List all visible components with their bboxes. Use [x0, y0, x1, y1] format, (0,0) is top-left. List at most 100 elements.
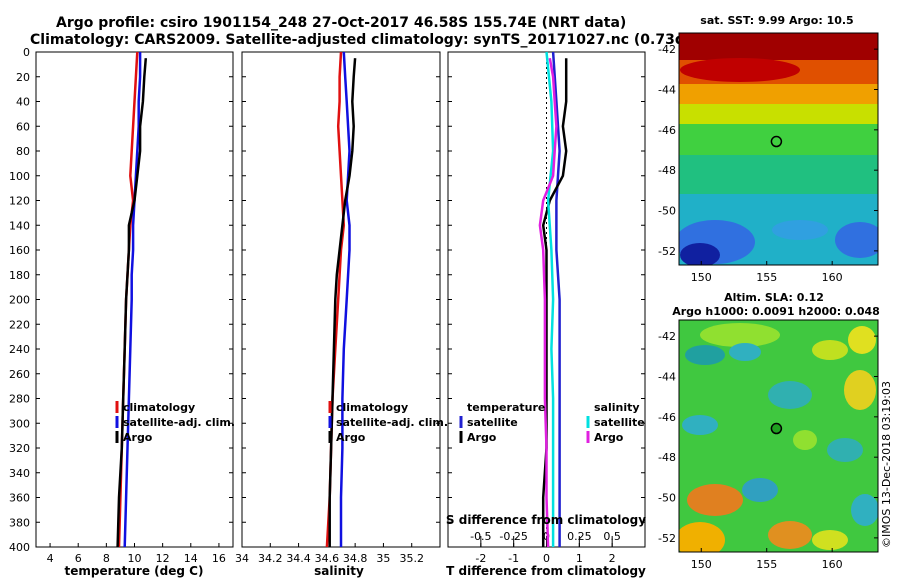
x-tick-label: 6 — [75, 552, 82, 565]
series-line-satellite-adj-clim- — [339, 51, 351, 547]
depth-tick-label: 180 — [9, 269, 30, 282]
sst-cold-patch-3 — [835, 222, 878, 258]
depth-tick-label: 100 — [9, 170, 30, 183]
legend-temperature-heading: temperature — [467, 401, 545, 414]
salinity-x-axis: 34 34.2 34.4 34.6 34.8 35 35.2 — [235, 543, 424, 565]
map-y-tick-label: -42 — [658, 330, 676, 343]
sst-band-green — [679, 124, 878, 156]
sst-map-frame — [678, 32, 879, 266]
series-line-salinity-satellite — [545, 51, 555, 547]
top-tick-label: -0.5 — [470, 530, 491, 543]
top-tick-label: 0 — [543, 530, 550, 543]
legend-sal-satellite-label: satellite — [594, 416, 645, 429]
sla-patch — [844, 370, 876, 410]
depth-tick-label: 380 — [9, 516, 30, 529]
depth-tick-label: 200 — [9, 294, 30, 307]
sst-heatmap — [679, 33, 878, 265]
sla-map-title: Altim. SLA: 0.12 — [724, 291, 824, 304]
sst-cold-patch-2 — [680, 243, 720, 265]
depth-tick-label: 280 — [9, 393, 30, 406]
sla-patch — [768, 381, 812, 409]
x-tick-label: 34.8 — [343, 552, 368, 565]
series-line-salinity-argo — [538, 57, 558, 548]
salinity-legend: climatology satellite-adj. clim. Argo — [328, 401, 448, 444]
x-tick-label: 2 — [609, 552, 616, 565]
depth-axis: 0 20 40 60 80 100 120 140 160 180 200 220 240 260 280 3… — [9, 46, 645, 554]
map-y-tick-label: -52 — [658, 245, 676, 258]
sla-patch — [679, 522, 725, 552]
temperature-series — [116, 51, 148, 548]
top-tick-label: 0.25 — [567, 530, 592, 543]
series-line-satellite-adj-clim- — [123, 52, 142, 548]
map-y-tick-label: -50 — [658, 492, 676, 505]
legend-salinity-heading: salinity — [594, 401, 640, 414]
x-tick-label: 10 — [128, 552, 142, 565]
map-x-tick-label: 155 — [756, 558, 777, 571]
series-line-argo — [328, 58, 357, 547]
depth-tick-label: 60 — [16, 120, 30, 133]
map-y-tick-label: -50 — [658, 205, 676, 218]
x-tick-label: 12 — [156, 552, 170, 565]
x-tick-label: 35 — [376, 552, 390, 565]
difference-legend: temperature satellite Argo salinity sate… — [459, 401, 645, 444]
depth-tick-label: 240 — [9, 343, 30, 356]
map-y-tick-label: -42 — [658, 43, 676, 56]
sla-heatmap — [679, 320, 878, 552]
depth-tick-label: 300 — [9, 417, 30, 430]
sla-map-frame — [678, 319, 879, 553]
legend-argo-label: Argo — [336, 431, 366, 444]
x-tick-label: 1 — [576, 552, 583, 565]
sla-patch — [682, 415, 718, 435]
depth-tick-label: 120 — [9, 195, 30, 208]
series-line-climatology — [117, 51, 139, 548]
sst-argo-marker — [770, 135, 783, 148]
x-tick-label: -2 — [475, 552, 486, 565]
sla-axes: 150 155 160 -42 -44 -46 -48 -50 -52 — [658, 330, 878, 571]
map-x-tick-label: 150 — [691, 558, 712, 571]
map-y-tick-label: -52 — [658, 532, 676, 545]
depth-tick-label: 400 — [9, 541, 30, 554]
map-x-tick-label: 160 — [822, 558, 843, 571]
figure-title-line1: Argo profile: csiro 1901154_248 27-Oct-2… — [56, 15, 626, 31]
depth-tick-label: 340 — [9, 467, 30, 480]
sla-patch — [827, 438, 863, 462]
sla-patch — [687, 484, 743, 516]
sst-warm-patch — [680, 58, 800, 82]
x-tick-label: 14 — [184, 552, 198, 565]
depth-tick-label: 320 — [9, 442, 30, 455]
depth-tick-label: 20 — [16, 71, 30, 84]
map-x-tick-label: 150 — [691, 271, 712, 284]
top-tick-label: 0.5 — [603, 530, 621, 543]
depth-tick-label: 260 — [9, 368, 30, 381]
sst-band-yellow — [679, 104, 878, 126]
map-y-tick-label: -48 — [658, 451, 676, 464]
x-tick-label: 8 — [103, 552, 110, 565]
legend-temp-satellite-label: satellite — [467, 416, 518, 429]
series-line-argo — [116, 58, 148, 548]
x-tick-label: -1 — [508, 552, 519, 565]
sla-patch — [812, 530, 848, 550]
sla-patch — [729, 343, 761, 361]
legend-satellite-label: satellite-adj. clim. — [123, 416, 235, 429]
legend-temp-argo-label: Argo — [467, 431, 497, 444]
salinity-xlabel: salinity — [314, 564, 364, 578]
map-x-tick-label: 155 — [756, 271, 777, 284]
sla-patch — [793, 430, 817, 450]
map-y-tick-label: -46 — [658, 411, 676, 424]
map-y-tick-label: -44 — [658, 370, 676, 383]
legend-satellite-label: satellite-adj. clim. — [336, 416, 448, 429]
map-y-tick-label: -48 — [658, 164, 676, 177]
sla-patch — [848, 326, 876, 354]
credit-text: ©IMOS 13-Dec-2018 03:19:03 — [880, 381, 893, 548]
sla-argo-marker — [770, 422, 783, 435]
sst-band-teal — [679, 155, 878, 195]
temperature-x-axis: 4 6 8 10 12 14 16 — [47, 543, 226, 565]
depth-tick-label: 360 — [9, 492, 30, 505]
difference-xlabel: T difference from climatology — [446, 564, 646, 578]
depth-tick-label: 0 — [23, 46, 30, 59]
x-tick-label: 0 — [543, 552, 550, 565]
temperature-panel-frame — [35, 51, 234, 548]
x-tick-label: 34 — [235, 552, 249, 565]
legend-climatology-label: climatology — [336, 401, 408, 414]
